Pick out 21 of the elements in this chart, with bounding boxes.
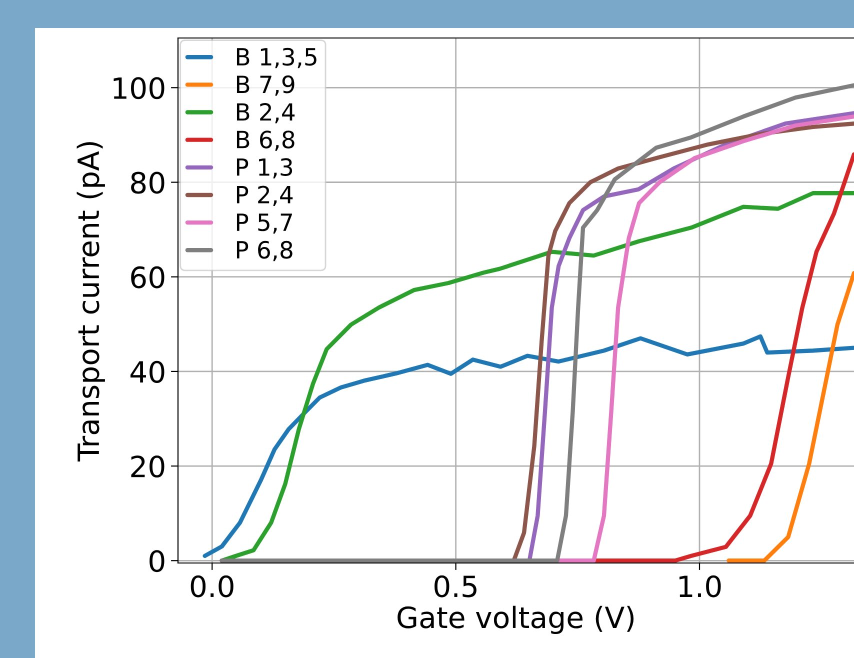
x-axis-title: Gate voltage (V) (398, 606, 634, 634)
legend-label: P 1,3 (236, 158, 292, 178)
line-series (726, 270, 854, 563)
y-tick-label: 0 (150, 550, 164, 572)
y-tick-label: 20 (131, 455, 164, 478)
legend-label: P 2,4 (236, 186, 293, 206)
legend-label: B 2,4 (236, 103, 295, 124)
x-tick-label: 0.5 (434, 575, 476, 598)
legend-label: B 7,9 (236, 75, 294, 96)
legend-label: B 6,8 (236, 130, 294, 151)
y-tick-label: 60 (131, 266, 164, 288)
y-tick-label: 80 (131, 172, 164, 194)
x-tick-label: 1.0 (680, 575, 721, 598)
y-axis-title: Transport current (pA) (76, 142, 105, 462)
legend-label: P 6,8 (236, 240, 292, 262)
y-tick-label: 100 (114, 77, 164, 100)
legend-label: B 1,3,5 (236, 48, 316, 68)
y-tick-label: 40 (130, 360, 164, 383)
x-tick-label: 0.0 (190, 575, 234, 598)
line-series (202, 334, 854, 558)
legend-label: P 5,7 (236, 214, 292, 234)
